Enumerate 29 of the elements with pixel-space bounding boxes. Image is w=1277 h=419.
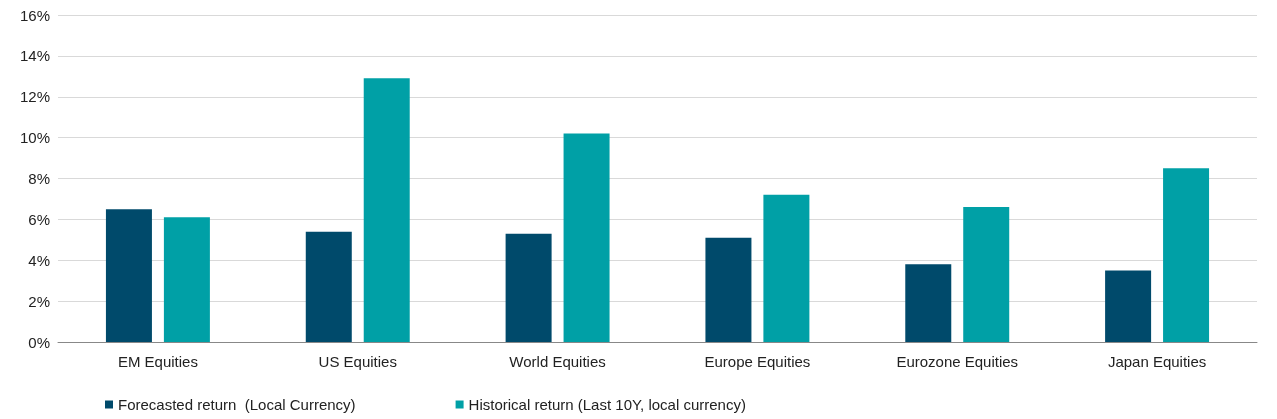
legend-label: Forecasted return (Local Currency) (118, 396, 356, 413)
x-tick-label: US Equities (318, 353, 397, 370)
y-tick-label: 2% (28, 292, 50, 310)
bar (563, 133, 610, 342)
bar (305, 231, 352, 342)
bar (105, 209, 152, 342)
x-tick-label: Europe Equities (704, 353, 811, 370)
bar (505, 233, 552, 342)
bar (1105, 270, 1152, 342)
bar (1163, 168, 1210, 342)
y-tick-label: 4% (28, 251, 50, 269)
legend-label: Historical return (Last 10Y, local currency) (468, 396, 746, 413)
bar (363, 78, 410, 342)
y-tick-label: 0% (28, 333, 50, 351)
bar (763, 194, 810, 342)
y-tick-label: 10% (19, 129, 50, 147)
y-tick-label: 16% (19, 6, 50, 24)
bar (905, 264, 952, 342)
x-tick-label: Eurozone Equities (896, 353, 1019, 370)
bar (705, 237, 752, 342)
y-tick-label: 6% (28, 210, 50, 228)
x-tick-label: EM Equities (117, 353, 198, 370)
x-tick-label: Japan Equities (1107, 353, 1207, 370)
y-tick-label: 14% (19, 47, 50, 65)
y-tick-label: 8% (28, 170, 50, 187)
bar (963, 207, 1010, 342)
bar (163, 217, 210, 342)
x-tick-label: World Equities (509, 353, 606, 370)
y-tick-label: 12% (19, 88, 50, 106)
